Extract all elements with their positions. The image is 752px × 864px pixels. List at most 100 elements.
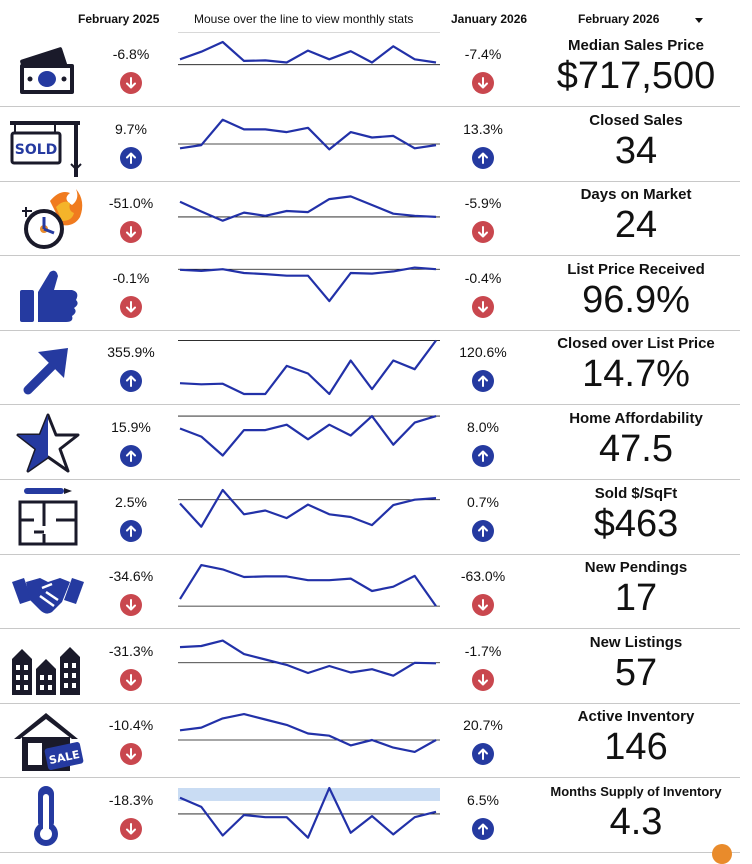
metric-label: Days on Market	[580, 186, 692, 204]
yoy-percent: -10.4%	[108, 717, 154, 734]
yoy-percent: -18.3%	[108, 792, 154, 808]
chevron-down-icon	[695, 18, 703, 23]
stat-row-new-pendings: -34.6% -63.0% New Pendings 17	[0, 554, 752, 630]
help-badge[interactable]	[712, 844, 732, 864]
arrow-up-icon	[472, 445, 494, 467]
arrow-down-icon	[472, 668, 494, 691]
row-divider	[0, 479, 740, 480]
header-hover-note: Mouse over the line to view monthly stat…	[194, 12, 414, 26]
metric-value: $463	[593, 502, 679, 545]
metric-label: Closed Sales	[589, 111, 683, 129]
mom-percent: -63.0%	[460, 568, 506, 585]
sparkline[interactable]	[178, 260, 440, 326]
mom-percent: 13.3%	[463, 120, 503, 137]
arrow-up-icon	[472, 370, 494, 393]
arrow-down-icon	[472, 295, 494, 318]
arrow-up-right-icon	[10, 336, 86, 400]
mom-percent: -7.4%	[464, 46, 502, 62]
star-icon	[10, 411, 86, 475]
arrow-up-icon	[472, 146, 494, 169]
row-divider	[0, 702, 740, 704]
metric-label: Closed over List Price	[557, 335, 715, 353]
metric-value: $717,500	[556, 55, 716, 97]
arrow-down-icon	[120, 295, 142, 318]
metric-label: New Listings	[589, 633, 683, 651]
arrow-up-icon	[120, 445, 142, 467]
sparkline-series	[179, 639, 437, 677]
thermometer-icon	[10, 784, 86, 848]
houses-icon	[10, 635, 86, 699]
sparkline[interactable]	[178, 633, 440, 699]
arrow-down-icon	[120, 221, 142, 244]
row-divider	[0, 777, 740, 779]
sparkline-series	[179, 564, 437, 607]
metric-value: 57	[614, 651, 658, 694]
month-dropdown[interactable]: February 2026	[578, 10, 708, 30]
yoy-percent: -34.6%	[108, 568, 154, 585]
mom-percent: -5.9%	[464, 195, 502, 212]
sparkline[interactable]	[178, 185, 440, 251]
header-col-feb-2025: February 2025	[78, 12, 160, 26]
stat-row-closed-over-list-price: 355.9% 120.6% Closed over List Price 14.…	[0, 330, 752, 406]
sparkline[interactable]	[178, 36, 440, 102]
mom-percent: 0.7%	[467, 493, 499, 510]
row-divider	[0, 553, 740, 555]
sparkline-series	[179, 488, 437, 528]
stat-row-closed-sales: SOLD 9.7% 13.3% Closed Sales 34	[0, 107, 752, 182]
metric-value: 47.5	[599, 428, 673, 470]
arrow-down-icon	[120, 818, 142, 840]
money-icon	[10, 38, 86, 102]
mom-percent: 20.7%	[463, 717, 503, 734]
sparkline[interactable]	[178, 484, 440, 550]
month-dropdown-label: February 2026	[578, 12, 660, 26]
arrow-up-icon	[120, 519, 142, 542]
stat-row-median-sales-price: -6.8% -7.4% Median Sales Price $717,500	[0, 32, 752, 107]
metric-label: Median Sales Price	[568, 37, 704, 54]
row-divider	[0, 180, 740, 182]
stat-row-list-price-received: -0.1% -0.4% List Price Received 96.9%	[0, 256, 752, 331]
sparkline-series	[179, 713, 437, 754]
yoy-percent: 355.9%	[107, 344, 155, 361]
metric-value: 96.9%	[582, 278, 690, 321]
sparkline[interactable]	[178, 334, 440, 400]
sparkline[interactable]	[178, 782, 440, 848]
sparkline[interactable]	[178, 707, 440, 773]
thumbs-up-icon	[10, 262, 86, 326]
sparkline-band	[178, 788, 440, 801]
mom-percent: -0.4%	[464, 269, 502, 286]
sparkline-series	[179, 195, 437, 222]
sparkline-series	[179, 414, 437, 457]
yoy-percent: -6.8%	[112, 46, 150, 62]
metric-label: Active Inventory	[577, 708, 695, 726]
arrow-down-icon	[120, 668, 142, 691]
stat-row-new-listings: -31.3% -1.7% New Listings 57	[0, 629, 752, 704]
sparkline-series	[179, 266, 437, 302]
row-divider	[0, 329, 740, 331]
mom-percent: 8.0%	[467, 419, 499, 435]
metric-label: New Pendings	[584, 559, 688, 577]
sparkline[interactable]	[178, 558, 440, 624]
svg-text:SALE: SALE	[48, 748, 81, 767]
sparkline[interactable]	[178, 409, 440, 475]
header-col-jan-2026: January 2026	[451, 12, 528, 26]
row-divider	[0, 852, 740, 853]
arrow-down-icon	[120, 594, 142, 617]
sparkline-series	[179, 340, 437, 396]
metric-value: 24	[614, 204, 658, 247]
sparkline[interactable]	[178, 111, 440, 177]
yoy-percent: 9.7%	[115, 120, 147, 137]
yoy-percent: 2.5%	[115, 493, 147, 510]
row-divider	[0, 106, 740, 107]
sparkline-series	[179, 40, 437, 64]
metric-value: 17	[614, 577, 658, 620]
clock-fire-icon	[10, 187, 86, 251]
floor-plan-icon	[10, 486, 86, 550]
stat-row-active-inventory: SALE -10.4% 20.7% Active Inventory 146	[0, 703, 752, 779]
yoy-percent: 15.9%	[111, 419, 151, 435]
arrow-up-icon	[472, 818, 494, 840]
row-divider	[0, 255, 740, 257]
metric-label: List Price Received	[567, 260, 705, 278]
svg-text:SOLD: SOLD	[15, 142, 58, 158]
stat-row-days-on-market: -51.0% -5.9% Days on Market 24	[0, 181, 752, 257]
arrow-down-icon	[472, 594, 494, 617]
